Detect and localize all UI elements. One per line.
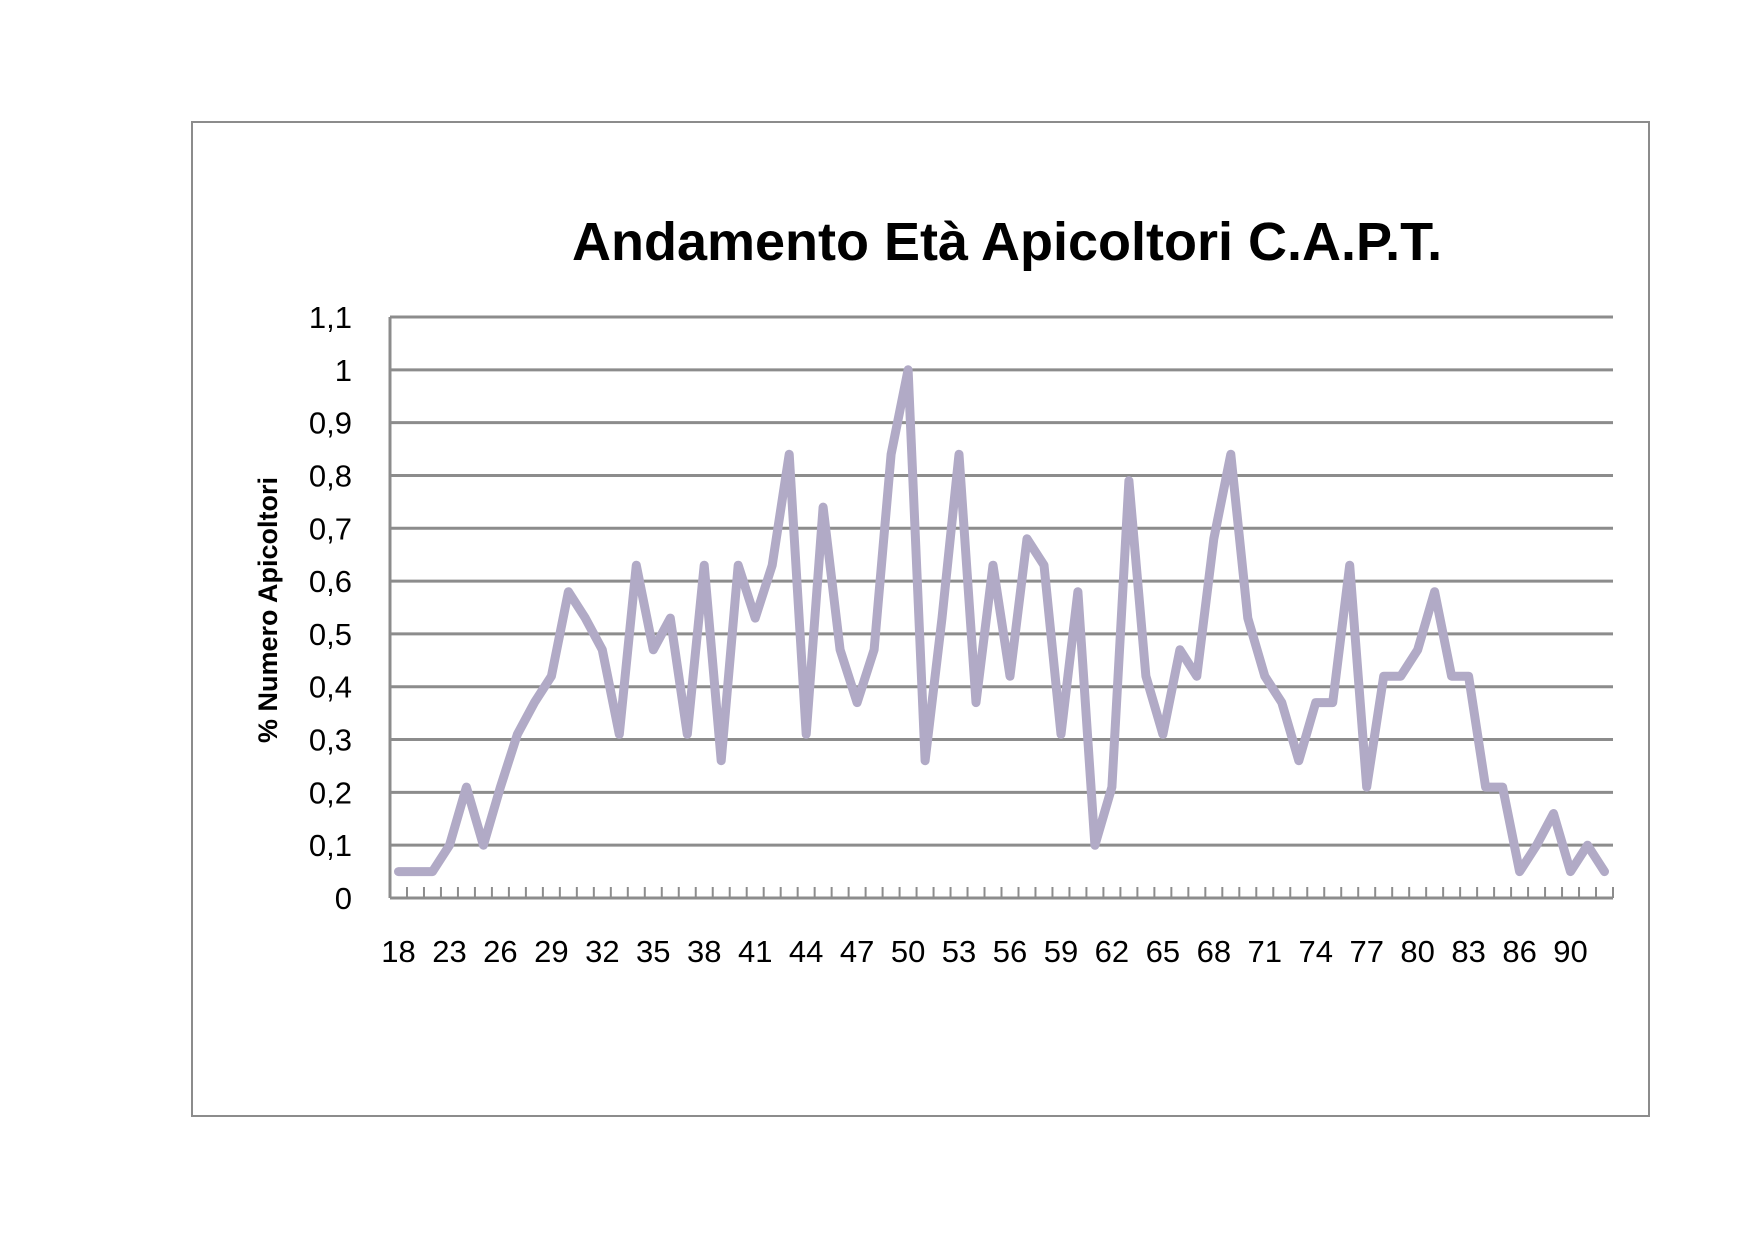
chart-title: Andamento Età Apicoltori C.A.P.T. <box>572 212 1442 272</box>
gridlines <box>390 315 1613 847</box>
x-tick-label: 41 <box>738 934 772 969</box>
x-tick-label: 53 <box>942 934 976 969</box>
chart-frame: Andamento Età Apicoltori C.A.P.T. % Nume… <box>191 121 1650 1117</box>
y-tick-label: 0,4 <box>309 670 352 705</box>
line-chart: Andamento Età Apicoltori C.A.P.T. % Nume… <box>253 212 1614 969</box>
x-tick-label: 68 <box>1197 934 1231 969</box>
x-axis-tick-labels: 18 23 26 29 32 35 38 41 44 47 50 53 56 59 62 65 68 71 74 77… <box>381 934 1588 969</box>
x-tick-label: 71 <box>1248 934 1282 969</box>
y-tick-label: 0,2 <box>309 775 352 810</box>
x-tick-label: 56 <box>993 934 1027 969</box>
x-tick-label: 38 <box>687 934 721 969</box>
y-tick-label: 0,7 <box>309 511 352 546</box>
y-tick-label: 1 <box>335 353 352 388</box>
x-tick-label: 23 <box>432 934 466 969</box>
x-tick-label: 74 <box>1299 934 1333 969</box>
x-tick-label: 77 <box>1349 934 1383 969</box>
y-tick-label: 0,9 <box>309 406 352 441</box>
x-tick-label: 29 <box>534 934 568 969</box>
y-tick-label: 0,3 <box>309 723 352 758</box>
x-tick-label: 90 <box>1553 934 1587 969</box>
x-tick-label: 47 <box>840 934 874 969</box>
x-tick-label: 62 <box>1095 934 1129 969</box>
y-tick-label: 0 <box>335 881 352 916</box>
y-axis-label: % Numero Apicoltori <box>253 477 283 743</box>
x-tick-label: 35 <box>636 934 670 969</box>
data-line-series <box>394 365 1609 877</box>
x-tick-label: 18 <box>381 934 415 969</box>
x-tick-label: 83 <box>1451 934 1485 969</box>
x-tick-label: 59 <box>1044 934 1078 969</box>
y-tick-label: 0,8 <box>309 458 352 493</box>
y-tick-label: 0,5 <box>309 617 352 652</box>
x-tick-label: 65 <box>1146 934 1180 969</box>
x-tick-label: 80 <box>1400 934 1434 969</box>
x-axis <box>388 317 1614 900</box>
x-tick-label: 44 <box>789 934 823 969</box>
y-axis-ticks: 0 0,1 0,2 0,3 0,4 0,5 0,6 0,7 0,8 0,9 1 1,1 <box>309 300 352 916</box>
x-tick-label: 50 <box>891 934 925 969</box>
y-tick-label: 1,1 <box>309 300 352 335</box>
x-tick-label: 32 <box>585 934 619 969</box>
y-tick-label: 0,6 <box>309 564 352 599</box>
y-tick-label: 0,1 <box>309 828 352 863</box>
x-tick-label: 26 <box>483 934 517 969</box>
x-tick-label: 86 <box>1502 934 1536 969</box>
